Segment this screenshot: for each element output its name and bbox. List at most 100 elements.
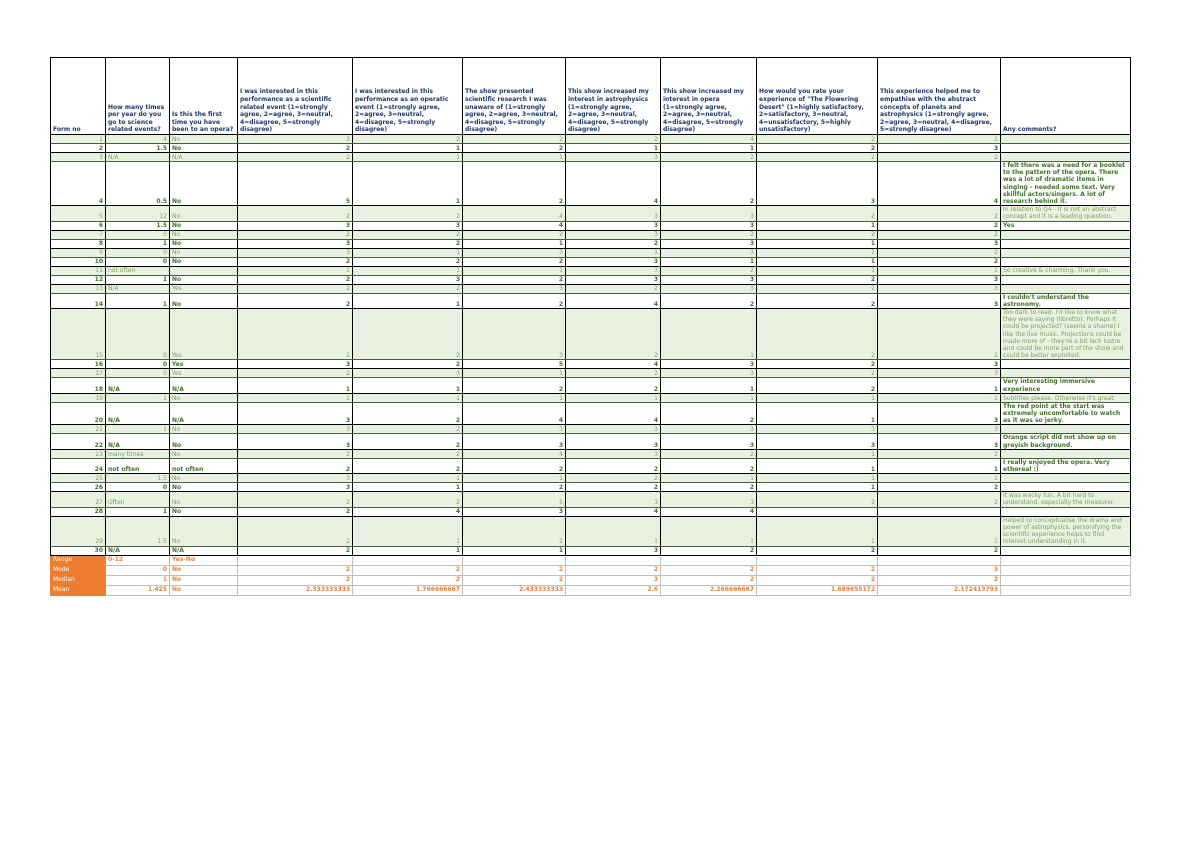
comment-cell[interactable]: So creative & charming. Thank you.: [1000, 265, 1131, 276]
data-cell[interactable]: 11: [50, 265, 106, 276]
data-cell[interactable]: 16: [50, 359, 106, 370]
data-cell[interactable]: 2: [352, 401, 463, 426]
data-cell[interactable]: 3: [660, 491, 757, 508]
data-cell[interactable]: 3: [462, 506, 566, 517]
comment-cell[interactable]: In relation to Q4 - it is not an abstrac…: [1000, 205, 1131, 222]
data-cell[interactable]: 3: [50, 152, 106, 162]
data-cell[interactable]: 3: [237, 473, 353, 484]
data-cell[interactable]: 1: [756, 401, 878, 426]
comment-cell[interactable]: [1000, 368, 1131, 379]
data-cell[interactable]: 4: [462, 401, 566, 426]
data-cell[interactable]: 2: [237, 545, 353, 556]
data-cell[interactable]: 1: [352, 377, 463, 394]
data-cell[interactable]: 2: [756, 205, 878, 222]
comment-cell[interactable]: It was wacky fun. A bit hard to understa…: [1000, 491, 1131, 508]
data-cell[interactable]: 3: [756, 160, 878, 207]
data-cell[interactable]: 22: [50, 433, 106, 450]
data-cell[interactable]: 1.5: [105, 143, 170, 153]
data-cell[interactable]: No: [169, 424, 238, 435]
data-cell[interactable]: 2: [237, 256, 353, 267]
data-cell[interactable]: 2: [352, 256, 463, 267]
data-cell[interactable]: 1: [756, 515, 878, 547]
comment-cell[interactable]: [1000, 359, 1131, 370]
data-cell[interactable]: 1: [105, 424, 170, 435]
data-cell[interactable]: 13: [50, 283, 106, 294]
data-cell[interactable]: N/A: [105, 283, 170, 294]
data-cell[interactable]: 6: [50, 220, 106, 231]
data-cell[interactable]: 3: [877, 424, 1001, 435]
data-cell[interactable]: 2: [462, 457, 566, 475]
data-cell[interactable]: 1: [105, 238, 170, 249]
summary-cell[interactable]: 2: [237, 564, 353, 576]
data-cell[interactable]: 2: [660, 401, 757, 426]
data-cell[interactable]: No: [169, 448, 238, 459]
data-cell[interactable]: 1: [352, 392, 463, 403]
data-cell[interactable]: No: [169, 506, 238, 517]
data-cell[interactable]: 5: [50, 205, 106, 222]
summary-cell[interactable]: 1: [105, 574, 170, 586]
data-cell[interactable]: No: [169, 473, 238, 484]
data-cell[interactable]: 2: [352, 448, 463, 459]
data-cell[interactable]: 2: [877, 482, 1001, 493]
data-cell[interactable]: 2: [877, 220, 1001, 231]
data-cell[interactable]: 1: [756, 392, 878, 403]
data-cell[interactable]: Often: [105, 491, 170, 508]
data-cell[interactable]: 1: [50, 134, 106, 144]
column-header[interactable]: Is this the first time you have been to …: [169, 57, 238, 135]
data-cell[interactable]: 3: [660, 433, 757, 450]
data-cell[interactable]: 1: [756, 220, 878, 231]
data-cell[interactable]: not often: [169, 457, 238, 475]
data-cell[interactable]: 1: [237, 377, 353, 394]
summary-cell[interactable]: 2: [352, 574, 463, 586]
data-cell[interactable]: 9: [50, 247, 106, 258]
data-cell[interactable]: 1: [352, 515, 463, 547]
data-cell[interactable]: 2: [756, 292, 878, 310]
summary-cell[interactable]: 2: [462, 574, 566, 586]
data-cell[interactable]: No: [169, 392, 238, 403]
data-cell[interactable]: 2: [877, 448, 1001, 459]
summary-cell[interactable]: 2: [462, 564, 566, 576]
data-cell[interactable]: 1: [565, 247, 661, 258]
data-cell[interactable]: 2: [877, 308, 1001, 361]
comment-cell[interactable]: [1000, 134, 1131, 144]
data-cell[interactable]: 3: [352, 274, 463, 285]
data-cell[interactable]: 5: [237, 160, 353, 207]
data-cell[interactable]: No: [169, 160, 238, 207]
summary-cell[interactable]: 2: [237, 574, 353, 586]
data-cell[interactable]: 2: [877, 229, 1001, 240]
data-cell[interactable]: 2: [352, 229, 463, 240]
summary-cell[interactable]: 0-12: [105, 554, 170, 566]
summary-cell[interactable]: [565, 554, 661, 566]
summary-cell[interactable]: [756, 554, 878, 566]
data-cell[interactable]: [877, 506, 1001, 517]
data-cell[interactable]: 2: [565, 134, 661, 144]
data-cell[interactable]: 2: [565, 308, 661, 361]
data-cell[interactable]: 2: [462, 160, 566, 207]
data-cell[interactable]: 1: [352, 482, 463, 493]
data-cell[interactable]: 1.5: [105, 473, 170, 484]
data-cell[interactable]: 2: [756, 368, 878, 379]
data-cell[interactable]: 3: [237, 134, 353, 144]
data-cell[interactable]: 5: [462, 491, 566, 508]
comment-cell[interactable]: [1000, 283, 1131, 294]
data-cell[interactable]: 2: [237, 152, 353, 162]
data-cell[interactable]: No: [169, 238, 238, 249]
summary-cell[interactable]: 1.425: [105, 584, 170, 596]
data-cell[interactable]: 1: [877, 392, 1001, 403]
comment-cell[interactable]: [1000, 247, 1131, 258]
summary-cell[interactable]: No: [169, 574, 238, 586]
data-cell[interactable]: 1: [462, 368, 566, 379]
data-cell[interactable]: N/A: [169, 401, 238, 426]
data-cell[interactable]: 1: [660, 392, 757, 403]
data-cell[interactable]: 3: [565, 229, 661, 240]
data-cell[interactable]: 3: [660, 359, 757, 370]
data-cell[interactable]: 2: [50, 143, 106, 153]
data-cell[interactable]: N/A: [105, 377, 170, 394]
column-header[interactable]: Form no: [50, 57, 106, 135]
data-cell[interactable]: 1: [237, 392, 353, 403]
comment-cell[interactable]: [1000, 506, 1131, 517]
data-cell[interactable]: 2: [660, 448, 757, 459]
data-cell[interactable]: 0.5: [105, 160, 170, 207]
summary-cell[interactable]: 1.766666667: [352, 584, 463, 596]
summary-cell[interactable]: [1000, 574, 1131, 586]
